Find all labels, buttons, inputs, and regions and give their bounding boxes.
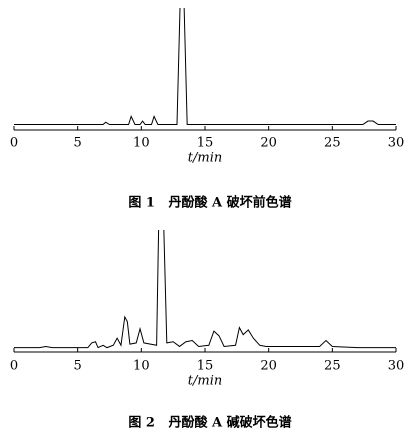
x-tick-label: 25 — [324, 359, 341, 374]
x-tick-label: 0 — [10, 136, 18, 151]
x-tick-label: 25 — [324, 136, 341, 151]
x-tick-label: 15 — [197, 136, 214, 151]
caption: 图 2 丹酚酸 A 碱破坏色谱 — [128, 415, 291, 431]
x-tick-label: 0 — [10, 359, 18, 374]
chromatogram-line — [14, 230, 396, 349]
x-tick-label: 20 — [260, 136, 277, 151]
x-tick-label: 5 — [74, 359, 82, 374]
x-axis-label: t/min — [188, 151, 222, 166]
x-tick-label: 20 — [260, 359, 277, 374]
x-tick-label: 30 — [388, 136, 405, 151]
x-tick-label: 10 — [133, 136, 150, 151]
x-tick-label: 5 — [74, 136, 82, 151]
x-tick-label: 10 — [133, 359, 150, 374]
x-tick-label: 15 — [197, 359, 214, 374]
x-axis-label: t/min — [188, 374, 222, 389]
chromatogram-line — [14, 8, 396, 126]
x-tick-label: 30 — [388, 359, 405, 374]
caption: 图 1 丹酚酸 A 破坏前色谱 — [128, 195, 291, 211]
